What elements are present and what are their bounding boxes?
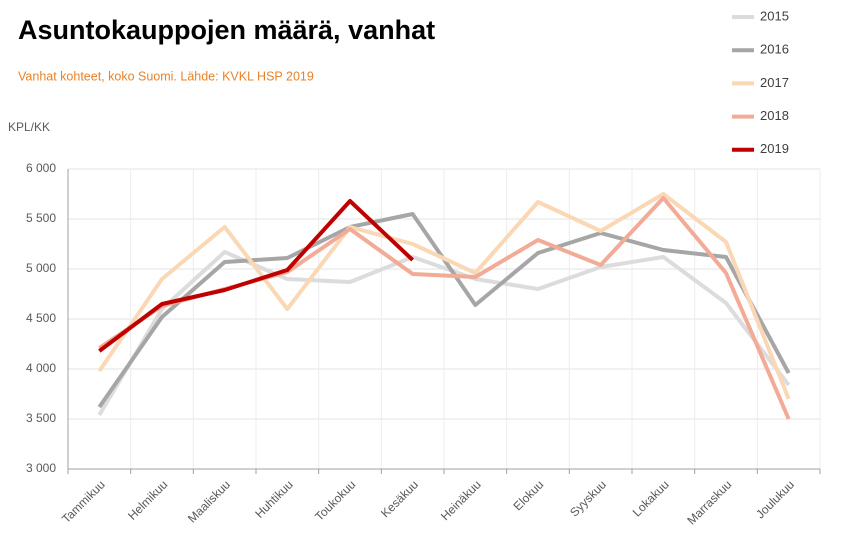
y-axis-label: KPL/KK — [8, 120, 50, 134]
x-tick-label: Elokuu — [511, 477, 547, 513]
x-tick-label: Syyskuu — [567, 477, 609, 519]
series-line — [97, 250, 791, 417]
y-tick-label: 4 500 — [26, 311, 56, 325]
x-tick-label: Huhtikuu — [252, 477, 295, 520]
x-tick-label: Marraskuu — [684, 477, 734, 527]
y-tick-label: 3 000 — [26, 461, 56, 475]
y-tick-label: 5 500 — [26, 211, 56, 225]
x-tick-label: Heinäkuu — [438, 477, 484, 523]
y-tick-label: 3 500 — [26, 411, 56, 425]
series-line — [97, 192, 791, 400]
x-tick-label: Maaliskuu — [185, 477, 233, 525]
y-tick-label: 5 000 — [26, 261, 56, 275]
x-tick-label: Kesäkuu — [378, 477, 421, 520]
legend-label: 2017 — [760, 75, 789, 90]
x-tick-label: Helmikuu — [125, 477, 170, 522]
chart-subtitle: Vanhat kohteet, koko Suomi. Lähde: KVKL … — [18, 69, 314, 83]
legend-label: 2019 — [760, 141, 789, 156]
x-tick-label: Joulukuu — [753, 477, 797, 521]
x-tick-label: Lokakuu — [630, 477, 672, 519]
series-line — [98, 199, 415, 353]
y-tick-label: 6 000 — [26, 161, 56, 175]
legend-label: 2016 — [760, 42, 789, 57]
x-tick-label: Toukokuu — [312, 477, 358, 523]
x-tick-label: Tammikuu — [59, 477, 108, 526]
legend-label: 2018 — [760, 108, 789, 123]
chart-title: Asuntokauppojen määrä, vanhat — [18, 15, 435, 45]
legend-label: 2015 — [760, 8, 789, 23]
y-tick-label: 4 000 — [26, 361, 56, 375]
